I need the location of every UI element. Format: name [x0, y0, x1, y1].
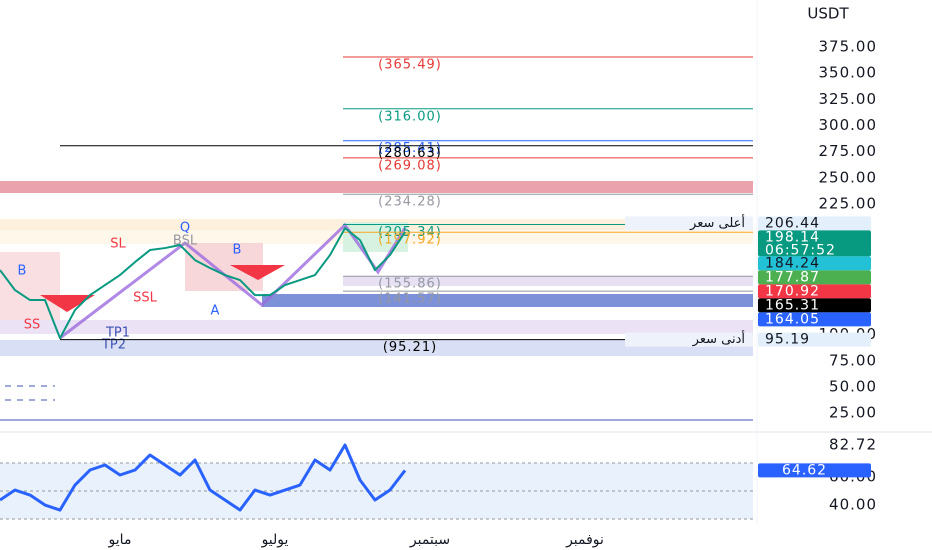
zone — [0, 340, 753, 356]
y-tick-label: 225.00 — [819, 194, 878, 212]
annotation: TP1 — [105, 326, 130, 341]
price-label-box — [758, 216, 871, 231]
price-label-box — [758, 332, 871, 347]
series-line — [0, 443, 407, 512]
zone — [262, 294, 753, 307]
price-label-box — [758, 256, 871, 271]
annotation: A — [211, 304, 220, 319]
price-label-box — [758, 270, 871, 285]
x-tick-label: يوليو — [261, 532, 289, 548]
level-label: (316.00) — [378, 109, 442, 124]
annotation: B — [18, 264, 27, 279]
annotation: SL — [110, 237, 126, 252]
level-label: (285.41) — [378, 141, 442, 156]
note-box — [625, 216, 753, 231]
rsi-label-box — [758, 463, 871, 478]
level-label: (95.21) — [383, 340, 437, 355]
price-label-box — [758, 284, 871, 299]
countdown: 06:57:52 — [765, 242, 836, 258]
price-note: أعلى سعر — [689, 214, 745, 231]
price-label: 164.05 — [765, 311, 820, 327]
x-tick-label: نوفمبر — [565, 532, 604, 548]
price-label: 206.44 — [765, 215, 820, 231]
annotation: SSL — [133, 291, 158, 306]
annotation: Q — [180, 221, 190, 236]
level-label: (234.28) — [378, 195, 442, 210]
pattern — [59, 222, 407, 340]
x-tick-label: مايو — [108, 532, 132, 548]
price-label-box — [758, 312, 871, 327]
price-label: 177.87 — [765, 269, 820, 285]
y-tick-label: 300.00 — [819, 116, 878, 134]
supply-zone — [0, 181, 753, 193]
y-tick-label: 50.00 — [829, 377, 877, 395]
x-tick-label: سبتمبر — [409, 532, 450, 548]
dash-marks — [5, 385, 55, 401]
level-label: (141.57) — [378, 292, 442, 307]
y-tick-label: 25.00 — [829, 404, 877, 422]
level-label: (365.49) — [378, 58, 442, 73]
annotation: SS — [24, 318, 41, 333]
price-label: 95.19 — [765, 332, 810, 348]
y-tick-label: 375.00 — [819, 38, 878, 56]
level-label: (269.08) — [378, 158, 442, 173]
y-tick-label: 350.00 — [819, 64, 878, 82]
zone — [0, 320, 753, 334]
y-tick-label: 40.00 — [829, 496, 877, 514]
level-label: (197.92) — [378, 233, 442, 248]
price-label: 170.92 — [765, 283, 820, 299]
price-label: 165.31 — [765, 297, 820, 313]
price-note: أدنى سعر — [692, 330, 745, 347]
marker — [230, 265, 285, 280]
price-label-box — [758, 298, 871, 313]
series-line — [0, 227, 406, 340]
note-box — [625, 332, 753, 347]
y-tick-label: 325.00 — [819, 90, 878, 108]
y-tick-label: 250.00 — [819, 168, 878, 186]
y-tick-label: 75.00 — [829, 351, 877, 369]
annotation: TP2 — [101, 338, 126, 353]
price-label: 184.24 — [765, 255, 820, 271]
y-tick-label: 82.72 — [829, 435, 877, 453]
currency-header: USDT — [807, 5, 849, 23]
marker — [40, 295, 95, 312]
y-tick-label: 275.00 — [819, 142, 878, 160]
rsi-label: 64.62 — [782, 462, 827, 478]
zone — [343, 276, 753, 286]
price-label-box — [758, 230, 871, 257]
annotation: B — [233, 243, 242, 258]
level-label: (155.86) — [378, 277, 442, 292]
price-label: 198.14 — [765, 229, 820, 245]
zone — [0, 252, 60, 320]
